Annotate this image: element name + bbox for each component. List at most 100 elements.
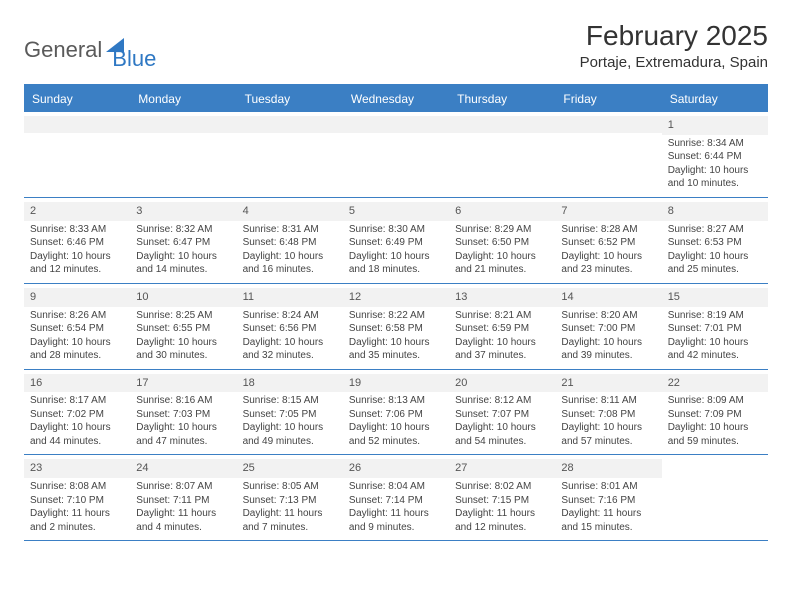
day-number-band-empty — [237, 116, 343, 133]
calendar-grid: SundayMondayTuesdayWednesdayThursdayFrid… — [24, 84, 768, 541]
day-header: Sunday — [24, 86, 130, 112]
cell-sunset: Sunset: 7:01 PM — [668, 322, 762, 336]
cell-dl1: Daylight: 10 hours — [561, 250, 655, 264]
day-number: 5 — [343, 202, 449, 221]
day-number: 16 — [24, 374, 130, 393]
cell-sunset: Sunset: 6:58 PM — [349, 322, 443, 336]
cell-dl2: and 16 minutes. — [243, 263, 337, 277]
day-cell — [130, 112, 236, 197]
cell-dl2: and 9 minutes. — [349, 521, 443, 535]
cell-dl2: and 10 minutes. — [668, 177, 762, 191]
day-cell: 11Sunrise: 8:24 AMSunset: 6:56 PMDayligh… — [237, 284, 343, 369]
day-cell: 13Sunrise: 8:21 AMSunset: 6:59 PMDayligh… — [449, 284, 555, 369]
cell-dl1: Daylight: 10 hours — [136, 336, 230, 350]
cell-sunrise: Sunrise: 8:01 AM — [561, 480, 655, 494]
day-number: 22 — [662, 374, 768, 393]
day-number: 21 — [555, 374, 661, 393]
day-number: 20 — [449, 374, 555, 393]
cell-sunrise: Sunrise: 8:25 AM — [136, 309, 230, 323]
day-number: 15 — [662, 288, 768, 307]
day-number: 3 — [130, 202, 236, 221]
day-cell: 7Sunrise: 8:28 AMSunset: 6:52 PMDaylight… — [555, 198, 661, 283]
cell-sunset: Sunset: 7:08 PM — [561, 408, 655, 422]
day-cell: 4Sunrise: 8:31 AMSunset: 6:48 PMDaylight… — [237, 198, 343, 283]
cell-sunset: Sunset: 6:52 PM — [561, 236, 655, 250]
day-number: 19 — [343, 374, 449, 393]
cell-dl2: and 21 minutes. — [455, 263, 549, 277]
day-cell — [449, 112, 555, 197]
day-cell — [237, 112, 343, 197]
cell-dl1: Daylight: 11 hours — [561, 507, 655, 521]
cell-dl1: Daylight: 10 hours — [30, 250, 124, 264]
day-number: 18 — [237, 374, 343, 393]
header: General Blue February 2025 Portaje, Extr… — [24, 20, 768, 72]
cell-dl1: Daylight: 10 hours — [455, 336, 549, 350]
week-row: 16Sunrise: 8:17 AMSunset: 7:02 PM Dayligh… — [24, 370, 768, 456]
cell-dl1: Daylight: 10 hours — [455, 250, 549, 264]
cell-sunset: Sunset: 6:53 PM — [668, 236, 762, 250]
day-cell: 16Sunrise: 8:17 AMSunset: 7:02 PMDayligh… — [24, 370, 130, 455]
cell-sunset: Sunset: 7:03 PM — [136, 408, 230, 422]
cell-dl2: and 23 minutes. — [561, 263, 655, 277]
day-cell: 24Sunrise: 8:07 AMSunset: 7:11 PMDayligh… — [130, 455, 236, 540]
week-row: 23Sunrise: 8:08 AMSunset: 7:10 PMDayligh… — [24, 455, 768, 541]
day-number: 25 — [237, 459, 343, 478]
cell-sunrise: Sunrise: 8:34 AM — [668, 137, 762, 151]
cell-dl2: and 57 minutes. — [561, 435, 655, 449]
day-cell — [662, 455, 768, 540]
cell-dl2: and 37 minutes. — [455, 349, 549, 363]
cell-sunrise: Sunrise: 8:07 AM — [136, 480, 230, 494]
cell-dl1: Daylight: 10 hours — [668, 336, 762, 350]
day-cell: 19Sunrise: 8:13 AMSunset: 7:06 PMDayligh… — [343, 370, 449, 455]
cell-dl2: and 7 minutes. — [243, 521, 337, 535]
day-cell: 20Sunrise: 8:12 AMSunset: 7:07 PMDayligh… — [449, 370, 555, 455]
day-header: Saturday — [662, 86, 768, 112]
cell-dl2: and 44 minutes. — [30, 435, 124, 449]
day-cell: 15Sunrise: 8:19 AMSunset: 7:01 PMDayligh… — [662, 284, 768, 369]
week-row: 2Sunrise: 8:33 AMSunset: 6:46 PMDaylight… — [24, 198, 768, 284]
day-header-row: SundayMondayTuesdayWednesdayThursdayFrid… — [24, 86, 768, 112]
cell-dl1: Daylight: 10 hours — [349, 250, 443, 264]
cell-sunset: Sunset: 7:07 PM — [455, 408, 549, 422]
cell-sunrise: Sunrise: 8:33 AM — [30, 223, 124, 237]
day-cell: 5Sunrise: 8:30 AMSunset: 6:49 PMDaylight… — [343, 198, 449, 283]
cell-sunrise: Sunrise: 8:17 AM — [30, 394, 124, 408]
cell-sunrise: Sunrise: 8:27 AM — [668, 223, 762, 237]
cell-dl1: Daylight: 11 hours — [243, 507, 337, 521]
day-cell — [555, 112, 661, 197]
cell-dl2: and 15 minutes. — [561, 521, 655, 535]
day-cell — [24, 112, 130, 197]
cell-dl1: Daylight: 10 hours — [561, 336, 655, 350]
day-number: 14 — [555, 288, 661, 307]
cell-sunrise: Sunrise: 8:02 AM — [455, 480, 549, 494]
day-number-band-empty — [24, 116, 130, 133]
day-number: 9 — [24, 288, 130, 307]
cell-dl1: Daylight: 11 hours — [349, 507, 443, 521]
cell-sunset: Sunset: 7:10 PM — [30, 494, 124, 508]
location-label: Portaje, Extremadura, Spain — [580, 54, 768, 71]
cell-dl1: Daylight: 10 hours — [668, 164, 762, 178]
day-number-band-empty — [555, 116, 661, 133]
day-number-band-empty — [343, 116, 449, 133]
day-number: 28 — [555, 459, 661, 478]
cell-sunrise: Sunrise: 8:22 AM — [349, 309, 443, 323]
day-number: 2 — [24, 202, 130, 221]
day-cell: 10Sunrise: 8:25 AMSunset: 6:55 PMDayligh… — [130, 284, 236, 369]
calendar-page: General Blue February 2025 Portaje, Extr… — [0, 0, 792, 561]
logo-text-general: General — [24, 37, 102, 63]
day-cell: 3Sunrise: 8:32 AMSunset: 6:47 PMDaylight… — [130, 198, 236, 283]
week-row: 1Sunrise: 8:34 AMSunset: 6:44 PMDaylight… — [24, 112, 768, 198]
day-number-band-empty — [130, 116, 236, 133]
cell-sunset: Sunset: 6:54 PM — [30, 322, 124, 336]
cell-sunset: Sunset: 7:02 PM — [30, 408, 124, 422]
cell-sunset: Sunset: 7:09 PM — [668, 408, 762, 422]
cell-dl2: and 47 minutes. — [136, 435, 230, 449]
day-header: Monday — [130, 86, 236, 112]
weeks-container: 1Sunrise: 8:34 AMSunset: 6:44 PMDaylight… — [24, 112, 768, 541]
cell-dl1: Daylight: 10 hours — [136, 421, 230, 435]
cell-dl1: Daylight: 10 hours — [561, 421, 655, 435]
cell-dl1: Daylight: 11 hours — [136, 507, 230, 521]
week-row: 9Sunrise: 8:26 AMSunset: 6:54 PMDaylight… — [24, 284, 768, 370]
cell-dl2: and 39 minutes. — [561, 349, 655, 363]
cell-dl2: and 12 minutes. — [455, 521, 549, 535]
